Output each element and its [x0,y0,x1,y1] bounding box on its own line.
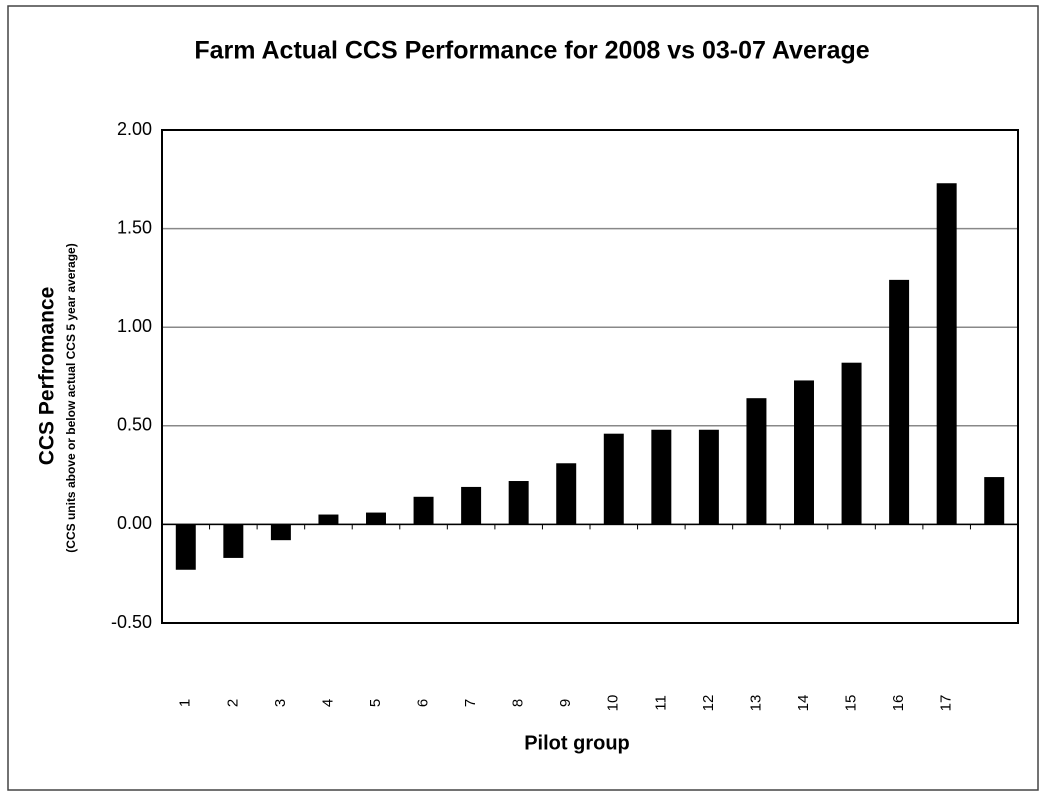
x-tick-label: 13 [747,695,764,712]
bar [413,496,434,525]
bar [841,362,862,525]
plot-area [161,129,1019,624]
x-tick-label: 12 [700,695,717,712]
bar [366,512,386,525]
bar [175,524,196,570]
y-tick-label: 1.00 [117,316,152,336]
bar [270,524,291,541]
bar [889,279,910,525]
y-tick-label: 0.50 [117,415,152,435]
bar [698,429,719,525]
x-tick-label: 7 [462,699,479,707]
bar [794,380,814,525]
chart-frame [7,5,1039,791]
x-tick-label: 16 [890,695,907,712]
bar [603,433,624,525]
x-tick-label: 2 [224,699,241,707]
y-axis-sublabel: (CCS units above or below actual CCS 5 y… [64,243,78,552]
bar [746,398,767,525]
bar [461,486,482,525]
x-axis-label: Pilot group [524,732,630,754]
x-tick-label: 10 [605,695,622,712]
x-tick-label: 9 [557,699,574,707]
x-tick-label: 5 [367,699,384,707]
bar [984,477,1005,525]
x-tick-label: 6 [415,699,432,707]
y-axis-label: CCS Perfromance [36,287,59,466]
y-tick-label: -0.50 [111,612,152,632]
x-tick-label: 3 [272,699,289,707]
x-tick-label: 17 [938,695,955,712]
x-tick-label: 14 [795,695,812,712]
bar [223,524,244,558]
bar [318,514,339,525]
x-tick-label: 4 [319,699,336,707]
bar [556,463,577,525]
y-tick-label: 1.50 [117,217,152,237]
chart-title: Farm Actual CCS Performance for 2008 vs … [194,37,869,65]
x-tick-label: 8 [510,699,527,707]
bar [936,183,957,525]
x-tick-label: 11 [652,695,669,711]
bar [508,481,529,525]
x-tick-label: 1 [177,699,194,707]
bar [651,429,672,525]
y-tick-label: 0.00 [117,513,152,533]
x-tick-label: 15 [843,695,860,712]
y-tick-label: 2.00 [117,119,152,139]
